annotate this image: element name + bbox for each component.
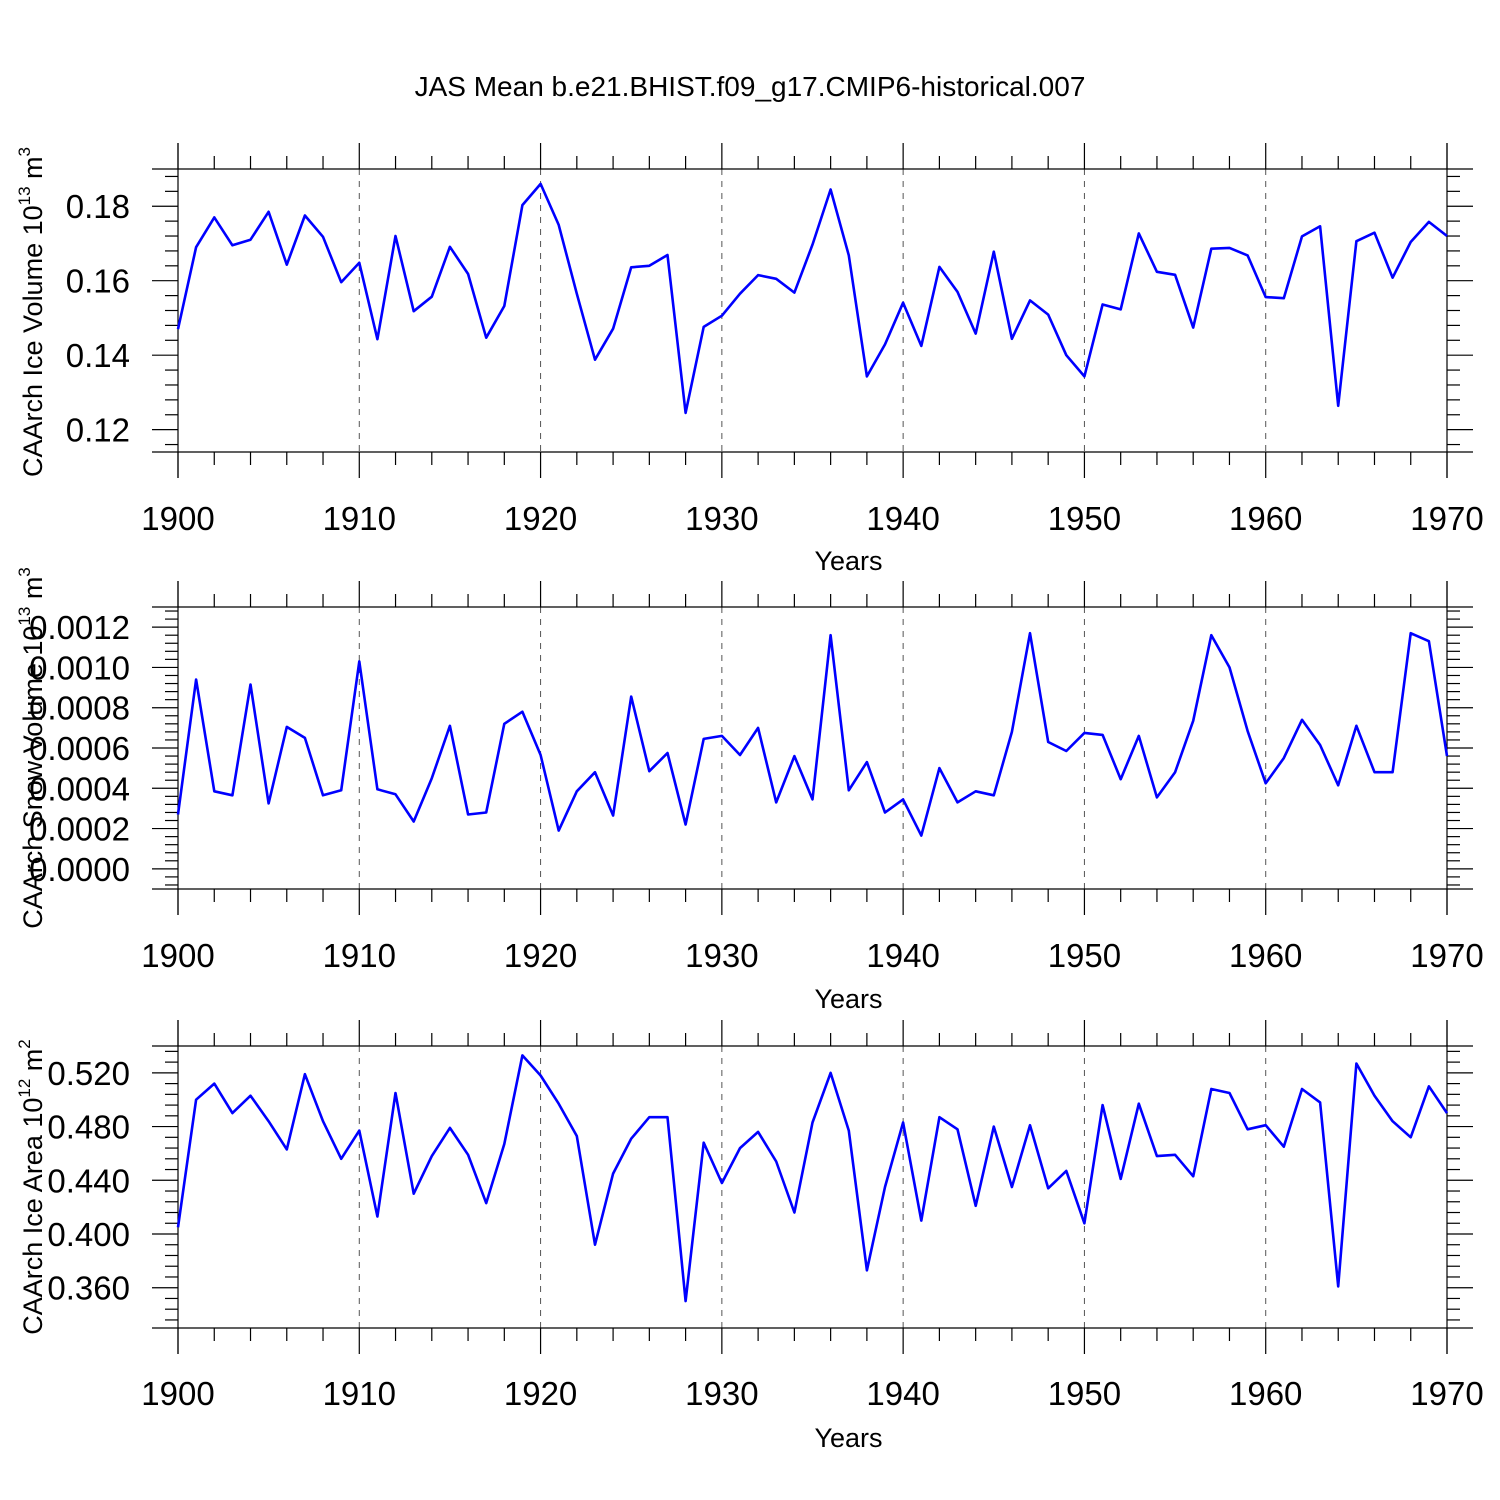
y-tick-label: 0.0010 [29,649,130,686]
y-tick-label: 0.0000 [29,851,130,888]
series-line-ice-volume [176,182,1448,415]
x-tick-label: 1900 [141,500,214,537]
y-tick-label: 0.14 [66,337,130,374]
y-tick-label: 0.360 [47,1270,130,1307]
chart-title: JAS Mean b.e21.BHIST.f09_g17.CMIP6-histo… [415,71,1086,102]
x-tick-label: 1910 [323,937,396,974]
y-tick-label: 0.12 [66,412,130,449]
y-tick-label: 0.0012 [29,609,130,646]
x-axis-label: Years [814,546,882,576]
x-tick-label: 1960 [1229,937,1302,974]
x-tick-label: 1930 [685,500,758,537]
x-axis-label: Years [814,1423,882,1453]
x-tick-label: 1960 [1229,1375,1302,1412]
series-line-ice-area [176,1054,1449,1303]
x-tick-label: 1950 [1048,1375,1121,1412]
y-tick-label: 0.16 [66,263,130,300]
series-line-snow-volume [176,631,1449,837]
y-axis-label: CAArch Ice Area 1012 m2 [15,1039,48,1335]
x-tick-label: 1960 [1229,500,1302,537]
x-tick-label: 1940 [866,937,939,974]
panel-ice-area: 1900 1910 1920 1930 1940 1950 1960 1970 0.360 0.4… [15,1020,1484,1453]
y-tick-label: 0.0002 [29,811,130,848]
y-tick-label: 0.400 [47,1216,130,1253]
panels: 1900 1910 1920 1930 1940 1950 1960 1970 0.12 0.14… [15,143,1484,1453]
y-tick-label: 0.0006 [29,730,130,767]
x-tick-label: 1970 [1410,937,1483,974]
x-tick-label: 1970 [1410,1375,1483,1412]
x-tick-label: 1950 [1048,500,1121,537]
x-tick-label: 1930 [685,1375,758,1412]
x-tick-label: 1920 [504,937,577,974]
x-tick-label: 1910 [323,500,396,537]
y-tick-label: 0.480 [47,1109,130,1146]
panel-snow-volume: 1900 1910 1920 1930 1940 1950 1960 19700.00000.… [15,567,1484,1014]
x-tick-label: 1970 [1410,500,1483,537]
x-tick-label: 1910 [323,1375,396,1412]
x-tick-label: 1940 [866,500,939,537]
y-tick-label: 0.520 [47,1055,130,1092]
y-tick-label: 0.18 [66,188,130,225]
y-axis-label: CAArch Ice Volume 1013 m3 [15,147,48,477]
y-axis-label: CAArch Snow Volume 1013 m3 [15,567,48,929]
x-axis-label: Years [814,984,882,1014]
x-tick-label: 1900 [141,937,214,974]
y-tick-label: 0.0004 [29,770,130,807]
y-tick-label: 0.0008 [29,690,130,727]
panel-ice-volume: 1900 1910 1920 1930 1940 1950 1960 1970 0.12 0.14… [15,143,1484,576]
x-tick-label: 1950 [1048,937,1121,974]
y-tick-label: 0.440 [47,1162,130,1199]
x-tick-label: 1940 [866,1375,939,1412]
x-tick-label: 1900 [141,1375,214,1412]
x-tick-label: 1920 [504,500,577,537]
x-tick-label: 1930 [685,937,758,974]
x-tick-label: 1920 [504,1375,577,1412]
